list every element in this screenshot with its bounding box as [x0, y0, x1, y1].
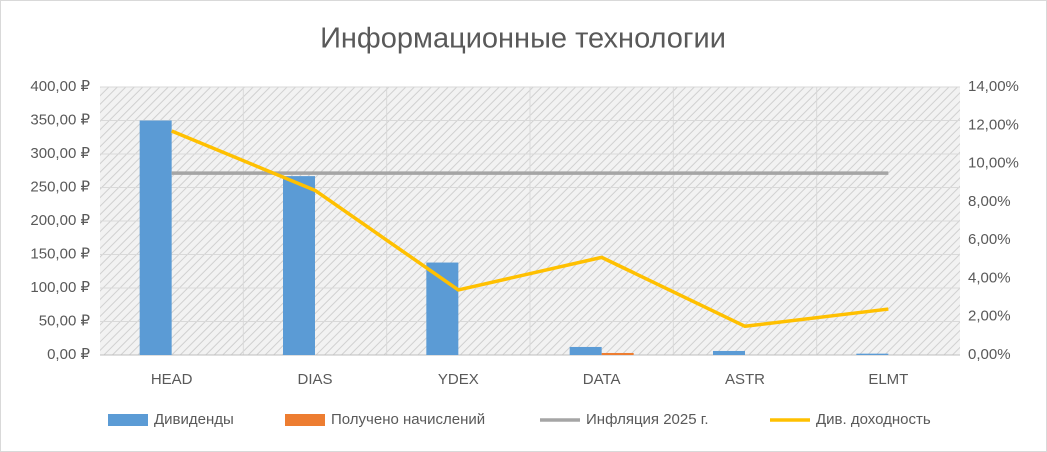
x-tick-label: DIAS [297, 371, 332, 388]
legend-label: Получено начислений [331, 411, 485, 428]
y-tick-label: 200,00 ₽ [30, 212, 90, 229]
y-tick-label: 300,00 ₽ [30, 145, 90, 162]
y2-tick-label: 2,00% [968, 308, 1011, 325]
bar [283, 176, 315, 355]
x-tick-label: HEAD [151, 371, 193, 388]
bar [569, 346, 602, 355]
y2-tick-label: 10,00% [968, 155, 1019, 172]
y2-tick-label: 12,00% [968, 116, 1019, 133]
legend-swatch [108, 414, 148, 426]
x-tick-label: DATA [583, 371, 621, 388]
y-tick-label: 350,00 ₽ [30, 111, 90, 128]
legend-label: Див. доходность [816, 411, 931, 428]
y-tick-label: 100,00 ₽ [30, 279, 90, 296]
bar [426, 262, 459, 355]
x-tick-label: YDEX [438, 371, 479, 388]
x-tick-label: ASTR [725, 371, 765, 388]
bar [139, 120, 172, 355]
legend-label: Инфляция 2025 г. [586, 411, 709, 428]
chart-title: Информационные технологии [320, 23, 726, 55]
line-series [170, 129, 889, 329]
bar [601, 352, 634, 355]
y-tick-label: 50,00 ₽ [39, 312, 91, 329]
y2-tick-label: 6,00% [968, 231, 1011, 248]
y-tick-label: 0,00 ₽ [47, 346, 90, 363]
legend-swatch [285, 414, 325, 426]
y2-tick-label: 4,00% [968, 269, 1011, 286]
bar [856, 353, 889, 355]
y2-tick-label: 8,00% [968, 193, 1011, 210]
y-tick-label: 250,00 ₽ [30, 178, 90, 195]
y2-tick-label: 0,00% [968, 346, 1011, 363]
y2-tick-label: 14,00% [968, 78, 1019, 95]
x-tick-label: ELMT [868, 371, 908, 388]
bar [713, 350, 745, 355]
y-tick-label: 400,00 ₽ [30, 78, 90, 95]
y-tick-label: 150,00 ₽ [30, 245, 90, 262]
legend-label: Дивиденды [154, 411, 234, 428]
